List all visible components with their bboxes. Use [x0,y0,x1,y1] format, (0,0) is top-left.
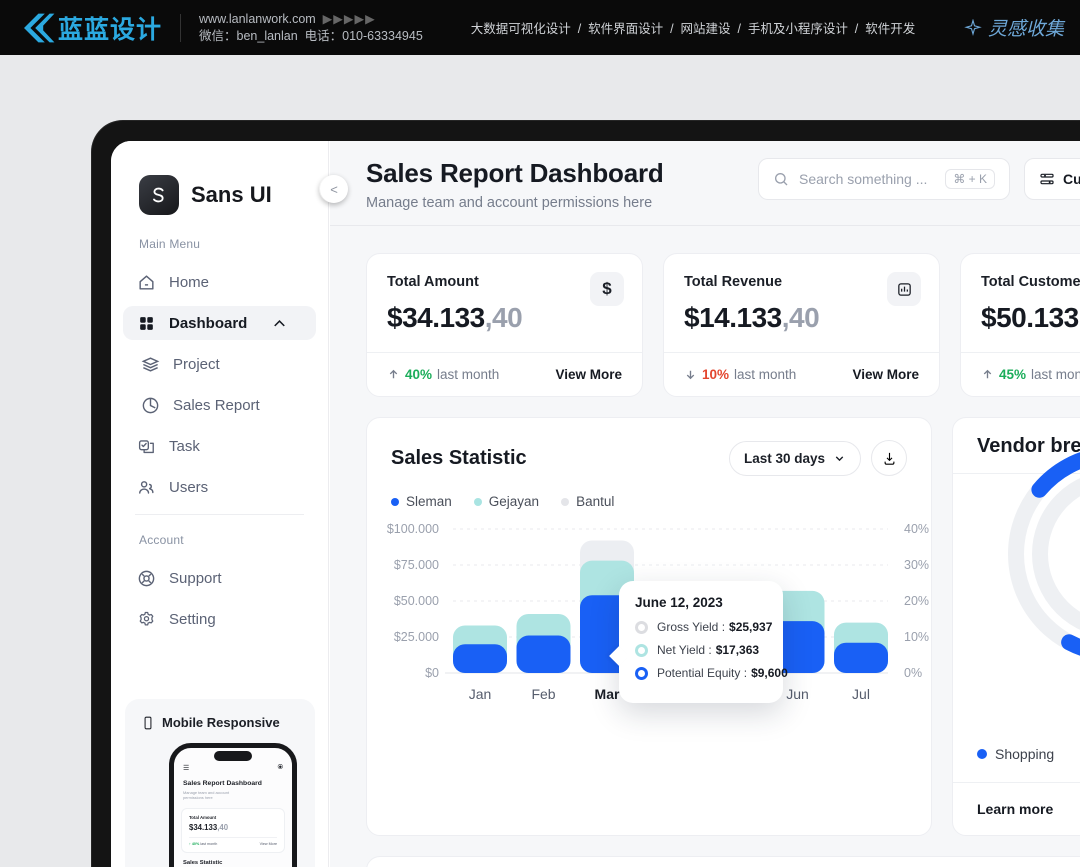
svg-text:$0: $0 [425,666,439,680]
svg-text:0%: 0% [904,666,922,680]
svg-text:Feb: Feb [531,686,555,702]
svg-text:$50.000: $50.000 [394,594,439,608]
svg-text:Jun: Jun [786,686,809,702]
svg-text:Jul: Jul [852,686,870,702]
svg-text:$100.000: $100.000 [387,522,439,536]
svg-text:Jan: Jan [469,686,492,702]
svg-text:$75.000: $75.000 [394,558,439,572]
svg-text:10%: 10% [904,630,929,644]
svg-text:Mar: Mar [595,686,620,702]
svg-text:30%: 30% [904,558,929,572]
svg-text:40%: 40% [904,522,929,536]
svg-text:20%: 20% [904,594,929,608]
svg-text:$25.000: $25.000 [394,630,439,644]
